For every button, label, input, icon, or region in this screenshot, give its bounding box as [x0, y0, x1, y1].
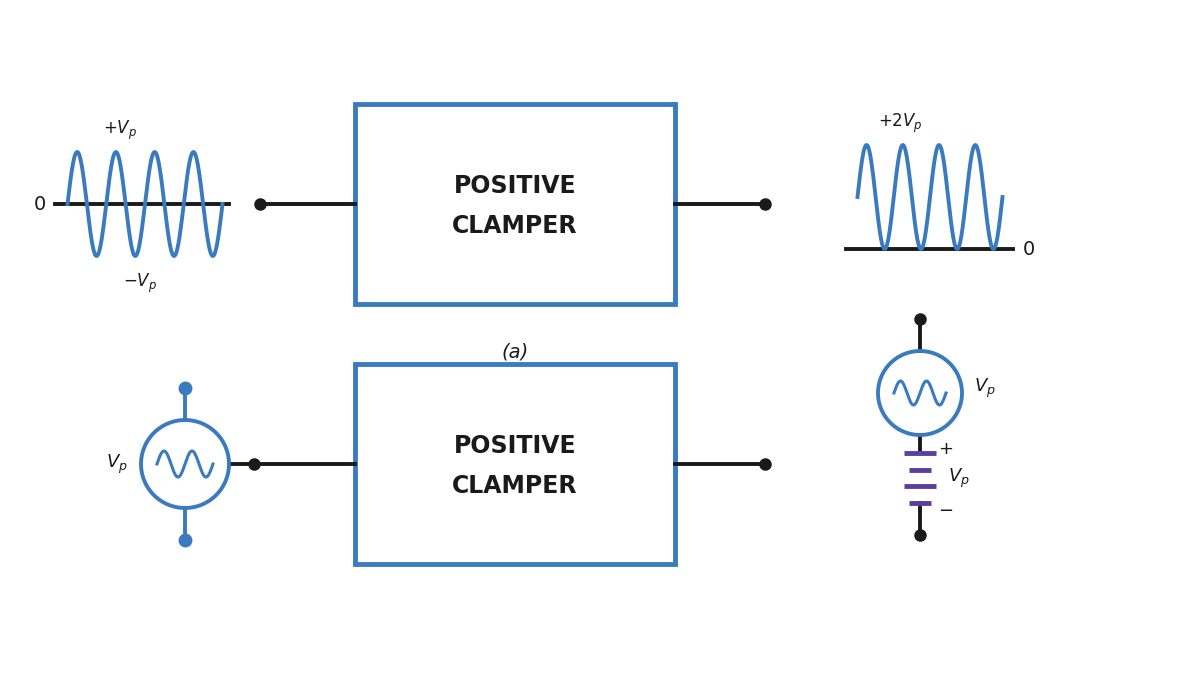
Text: 0: 0: [33, 194, 46, 214]
Text: $+V_p$: $+V_p$: [103, 119, 137, 142]
Text: POSITIVE: POSITIVE: [454, 174, 577, 198]
Bar: [355, 364, 675, 564]
Text: POSITIVE: POSITIVE: [454, 434, 577, 458]
Text: +: +: [939, 440, 953, 458]
Bar: [355, 104, 675, 304]
Text: $-V_p$: $-V_p$: [123, 272, 157, 295]
Text: $+2V_p$: $+2V_p$: [878, 112, 922, 135]
Text: (a): (a): [501, 342, 528, 361]
Text: CLAMPER: CLAMPER: [453, 214, 578, 238]
Text: $V_p$: $V_p$: [106, 453, 128, 475]
Text: $-$: $-$: [939, 500, 953, 518]
Text: $V_p$: $V_p$: [948, 466, 969, 490]
Text: 0: 0: [1022, 240, 1034, 258]
Text: $V_p$: $V_p$: [974, 376, 995, 400]
Text: CLAMPER: CLAMPER: [453, 474, 578, 498]
